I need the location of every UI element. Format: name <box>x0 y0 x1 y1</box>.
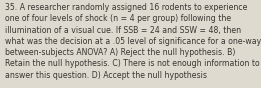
Text: 35. A researcher randomly assigned 16 rodents to experience
one of four levels o: 35. A researcher randomly assigned 16 ro… <box>5 3 261 80</box>
